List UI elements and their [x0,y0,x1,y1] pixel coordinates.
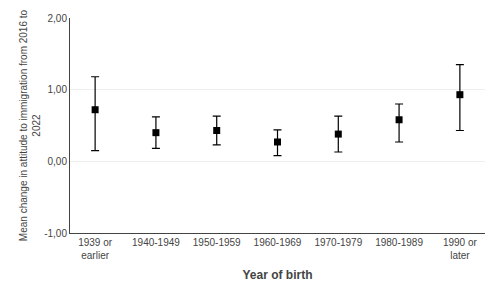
svg-text:1970-1979: 1970-1979 [314,237,362,248]
svg-text:1950-1959: 1950-1959 [193,237,241,248]
svg-text:0,00: 0,00 [48,156,68,167]
svg-text:-1,00: -1,00 [44,228,67,239]
svg-text:2,00: 2,00 [48,13,68,24]
svg-text:Year of birth: Year of birth [242,268,312,282]
svg-text:1980-1989: 1980-1989 [375,237,423,248]
svg-text:Mean change in attitude to imm: Mean change in attitude to immigration f… [18,9,42,241]
svg-text:1940-1949: 1940-1949 [132,237,180,248]
svg-text:1960-1969: 1960-1969 [254,237,302,248]
svg-text:1,00: 1,00 [48,84,68,95]
svg-text:1990 orlater: 1990 orlater [443,237,478,261]
svg-text:1939 orearlier: 1939 orearlier [78,237,113,261]
